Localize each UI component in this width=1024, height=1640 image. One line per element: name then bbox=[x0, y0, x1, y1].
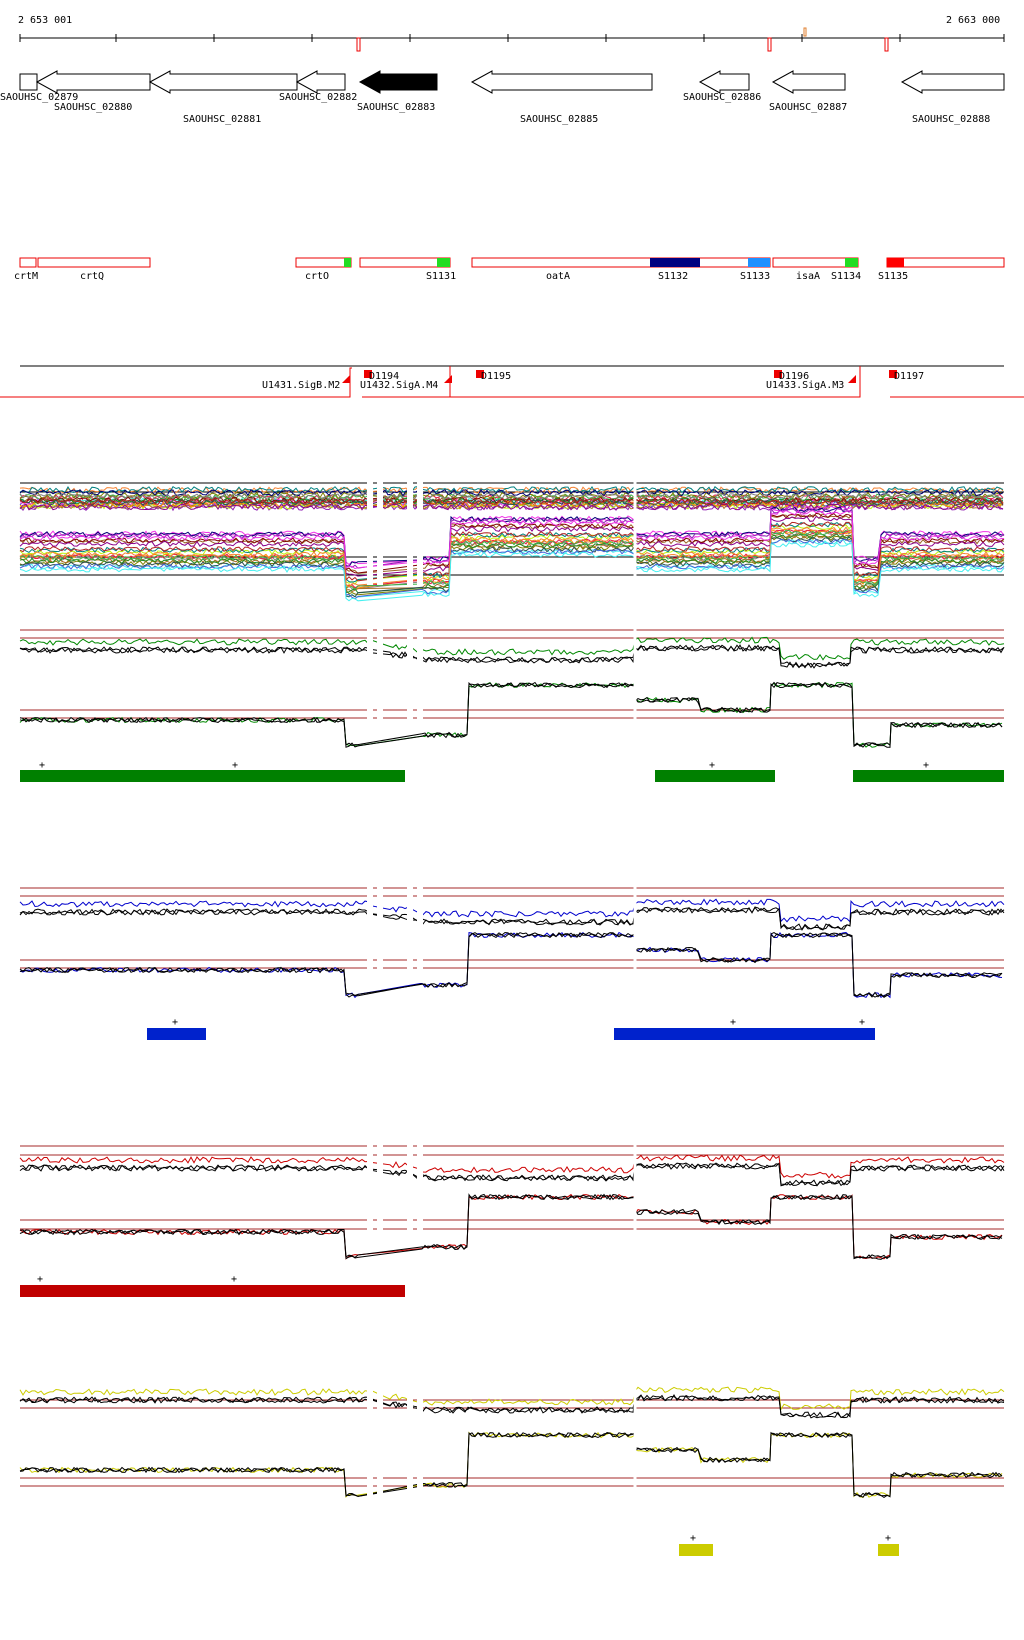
gene-arrow-shape bbox=[295, 70, 346, 94]
plus-marker: + bbox=[923, 760, 929, 771]
feature-label: crtO bbox=[305, 271, 329, 282]
transcription-unit-label: D1197 bbox=[894, 371, 924, 382]
transcription-unit-U1432.SigA.M4[interactable]: U1432.SigA.M4 bbox=[360, 375, 452, 391]
condition-4-segment-2[interactable] bbox=[878, 1544, 899, 1556]
condition-1-segment-2[interactable] bbox=[655, 770, 775, 782]
transcription-unit-D1195[interactable]: D1195 bbox=[476, 370, 511, 382]
gene-arrow-shape bbox=[698, 70, 750, 94]
feature-S1134[interactable]: S1134 bbox=[831, 258, 861, 282]
feature-S1131[interactable]: S1131 bbox=[426, 258, 456, 282]
gene-SAOUHSC_02886[interactable]: SAOUHSC_02886 bbox=[683, 70, 761, 103]
expression-profiles bbox=[19, 476, 1005, 602]
gene-arrow-shape bbox=[148, 70, 298, 94]
gene-label: SAOUHSC_02883 bbox=[357, 102, 435, 113]
condition-panel-4: + + bbox=[19, 1380, 1005, 1556]
gene-arrow-shape bbox=[358, 70, 438, 94]
transcription-unit-label: U1431.SigB.M2 bbox=[262, 380, 340, 391]
plus-marker: + bbox=[37, 1274, 43, 1285]
feature-S1132[interactable]: S1132 bbox=[650, 258, 700, 282]
condition-2-segment-2[interactable] bbox=[614, 1028, 875, 1040]
condition-1-segment-1[interactable] bbox=[20, 770, 405, 782]
gene-SAOUHSC_02887[interactable]: SAOUHSC_02887 bbox=[769, 70, 847, 113]
gene-arrow-shape bbox=[35, 70, 151, 94]
feature-S1135[interactable]: S1135 bbox=[878, 258, 908, 282]
feature-label: S1134 bbox=[831, 271, 861, 282]
plus-marker: + bbox=[172, 1017, 178, 1028]
plus-marker: + bbox=[39, 760, 45, 771]
feature-isaA[interactable]: isaA bbox=[796, 271, 820, 282]
feature-label: oatA bbox=[546, 271, 570, 282]
plus-marker: + bbox=[859, 1017, 865, 1028]
feature-label: S1133 bbox=[740, 271, 770, 282]
condition-panel-1: + + + + bbox=[19, 610, 1005, 782]
transcription-unit-label: D1196 bbox=[779, 371, 809, 382]
transcription-unit-label: D1194 bbox=[369, 371, 399, 382]
transcription-unit-label: U1433.SigA.M3 bbox=[766, 380, 844, 391]
feature-label: S1132 bbox=[658, 271, 688, 282]
condition-2-segment-1[interactable] bbox=[147, 1028, 206, 1040]
gene-SAOUHSC_02882[interactable]: SAOUHSC_02882 bbox=[279, 70, 357, 103]
gene-label: SAOUHSC_02882 bbox=[279, 92, 357, 103]
feature-crtM[interactable]: crtM bbox=[14, 271, 38, 282]
condition-3-segment-1[interactable] bbox=[20, 1285, 405, 1297]
gene-label: SAOUHSC_02880 bbox=[54, 102, 132, 113]
transcription-unit-D1197[interactable]: D1197 bbox=[889, 370, 924, 382]
plus-marker: + bbox=[232, 760, 238, 771]
feature-track: crtM crtQ crtO S1131 oatA S1132 S1133 isaA S1134… bbox=[14, 257, 1005, 282]
gene-SAOUHSC_02888[interactable]: SAOUHSC_02888 bbox=[900, 70, 1005, 125]
gene-SAOUHSC_02879[interactable]: SAOUHSC_02879 bbox=[0, 73, 78, 103]
plus-marker: + bbox=[709, 760, 715, 771]
plus-marker: + bbox=[730, 1017, 736, 1028]
coordinate-ruler: 2 653 001 2 663 000 bbox=[18, 15, 1005, 52]
transcription-unit-U1431.SigB.M2[interactable]: U1431.SigB.M2 bbox=[262, 375, 350, 391]
feature-label: crtQ bbox=[80, 271, 104, 282]
plus-marker: + bbox=[690, 1533, 696, 1544]
transcription-unit-D1196[interactable]: D1196 bbox=[774, 370, 809, 382]
plus-marker: + bbox=[885, 1533, 891, 1544]
feature-label: S1131 bbox=[426, 271, 456, 282]
ruler-end-label: 2 663 000 bbox=[946, 15, 1000, 26]
gene-SAOUHSC_02885[interactable]: SAOUHSC_02885 bbox=[470, 70, 653, 125]
condition-4-segment-1[interactable] bbox=[679, 1544, 713, 1556]
feature-label: crtM bbox=[14, 271, 38, 282]
feature-crtO[interactable]: crtO bbox=[305, 258, 351, 282]
gene-label: SAOUHSC_02886 bbox=[683, 92, 761, 103]
condition-panel-3: + + bbox=[19, 1126, 1005, 1297]
feature-label: S1135 bbox=[878, 271, 908, 282]
transcription-unit-U1433.SigA.M3[interactable]: U1433.SigA.M3 bbox=[766, 375, 856, 391]
transcription-unit-D1194[interactable]: D1194 bbox=[364, 370, 399, 382]
feature-oatA[interactable]: oatA bbox=[546, 271, 570, 282]
gene-SAOUHSC_02881[interactable]: SAOUHSC_02881 bbox=[148, 70, 298, 125]
feature-crtQ[interactable]: crtQ bbox=[80, 271, 104, 282]
transcription-unit-label: U1432.SigA.M4 bbox=[360, 380, 438, 391]
condition-1-segment-3[interactable] bbox=[853, 770, 1004, 782]
gene-label: SAOUHSC_02887 bbox=[769, 102, 847, 113]
condition-panels: + + + ++ + ++ ++ + bbox=[19, 610, 1005, 1556]
gene-label: SAOUHSC_02881 bbox=[183, 114, 261, 125]
plus-marker: + bbox=[231, 1274, 237, 1285]
gene-arrow-shape bbox=[771, 70, 846, 94]
feature-label: isaA bbox=[796, 271, 820, 282]
gene-label: SAOUHSC_02888 bbox=[912, 114, 990, 125]
gene-label: SAOUHSC_02885 bbox=[520, 114, 598, 125]
ruler-start-label: 2 653 001 bbox=[18, 15, 72, 26]
gene-arrow-shape bbox=[470, 70, 653, 94]
gene-label: SAOUHSC_02879 bbox=[0, 92, 78, 103]
condition-panel-2: + + + bbox=[19, 868, 1005, 1040]
transcription-unit-label: D1195 bbox=[481, 371, 511, 382]
feature-S1133[interactable]: S1133 bbox=[740, 258, 770, 282]
gene-arrow-shape bbox=[900, 70, 1005, 94]
gene-SAOUHSC_02883[interactable]: SAOUHSC_02883 bbox=[357, 70, 438, 113]
